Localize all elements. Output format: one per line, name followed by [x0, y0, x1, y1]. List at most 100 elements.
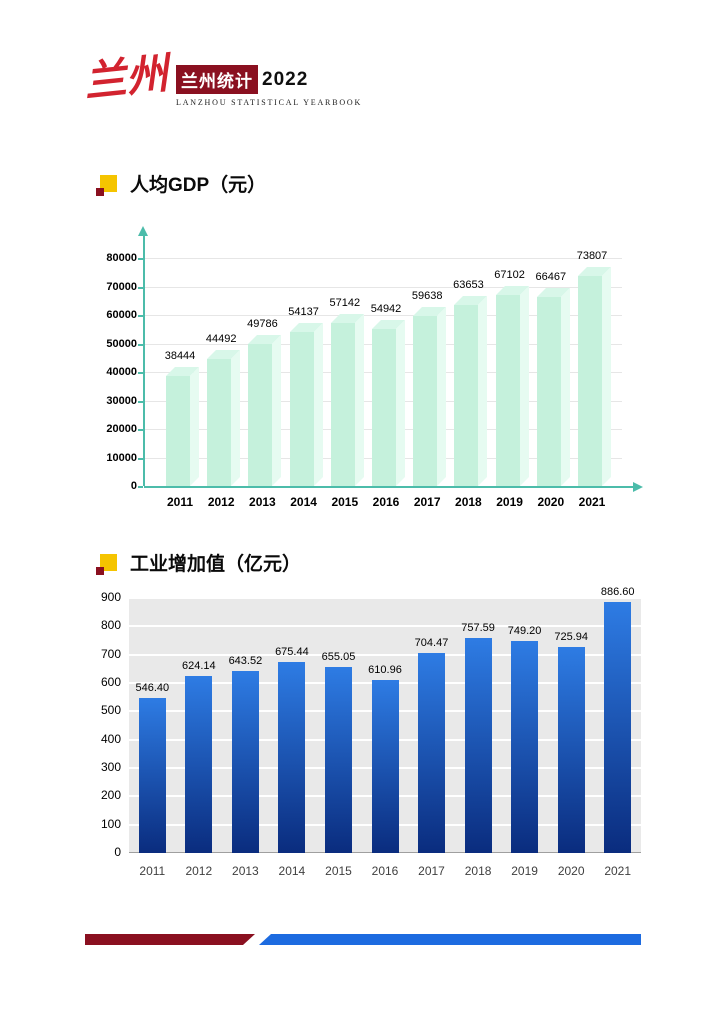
title-bullet-icon	[96, 554, 117, 575]
brand-block: 兰州统计 2022 LANZHOU STATISTICAL YEARBOOK	[176, 58, 362, 107]
x-axis-label: 2013	[249, 495, 276, 509]
y-axis-label: 800	[100, 618, 121, 633]
axis-tick	[138, 286, 143, 289]
bar-3d	[413, 307, 447, 486]
bar-side-face	[272, 335, 282, 486]
bar	[138, 698, 166, 853]
y-axis-label: 60000	[106, 309, 137, 321]
bar-value-label: 546.40	[135, 682, 170, 694]
bar-front-face	[248, 344, 273, 486]
x-axis-label: 2016	[371, 864, 399, 878]
y-axis-label: 0	[114, 845, 121, 859]
gridline	[144, 258, 622, 259]
bar-3d	[207, 350, 241, 486]
y-axis-label: 40000	[106, 366, 137, 378]
industry-title-row: 工业增加值（亿元）	[96, 549, 301, 576]
bar	[557, 647, 585, 853]
y-axis-label: 0	[130, 480, 137, 492]
x-axis-label: 2011	[166, 495, 194, 509]
bar-value-label: 59638	[411, 290, 443, 302]
bar-3d	[454, 296, 488, 486]
bar-3d	[372, 320, 405, 486]
x-axis-label: 2014	[290, 495, 317, 509]
y-axis-label: 900	[100, 590, 121, 604]
bar-front-face	[536, 297, 561, 486]
y-axis-label: 700	[100, 646, 121, 661]
bar-value-label: 675.44	[275, 646, 309, 658]
header: 兰州 兰州统计 2022 LANZHOU STATISTICAL YEARBOO…	[82, 49, 362, 107]
x-axis-label: 2018	[464, 864, 492, 878]
bar-front-face	[454, 305, 479, 486]
y-axis-label: 200	[100, 788, 121, 803]
bar-value-label: 66467	[535, 271, 567, 283]
bar-side-face	[519, 286, 529, 486]
bar-value-label: 886.60	[600, 586, 635, 598]
gridline	[129, 625, 641, 628]
axis-tick	[138, 343, 143, 346]
bar-3d	[166, 367, 199, 486]
y-axis-label: 20000	[106, 423, 137, 435]
bar-front-face	[372, 329, 396, 486]
bar-value-label: 749.20	[507, 625, 542, 637]
bar-value-label: 67102	[494, 269, 525, 281]
bar-3d	[578, 267, 611, 486]
bar-side-face	[478, 296, 488, 486]
bar	[604, 602, 632, 853]
y-axis-label: 300	[100, 760, 121, 774]
bar-value-label: 38444	[164, 350, 196, 362]
bar-value-label: 63653	[453, 279, 484, 291]
axis-tick	[138, 258, 143, 260]
bar	[231, 671, 259, 853]
x-axis-label: 2021	[578, 495, 606, 509]
bar-value-label: 757.59	[461, 622, 495, 634]
bar-value-label: 610.96	[368, 664, 402, 676]
bar-value-label: 655.05	[321, 651, 356, 663]
bar-3d	[536, 288, 570, 486]
y-axis-label: 400	[100, 731, 121, 746]
bar-side-face	[396, 320, 405, 486]
gdp-chart-title: 人均GDP（元）	[130, 175, 267, 196]
y-axis-label: 100	[100, 816, 121, 831]
industrial-added-value-bar-chart: 0 100 200 300 400 500 600 700 800 900 546.40 2011 62…	[85, 586, 665, 892]
bar-3d	[289, 323, 323, 486]
x-axis-label: 2017	[413, 495, 441, 509]
x-axis-label: 2018	[455, 495, 482, 509]
gdp-per-capita-bar-chart: 0 10000 20000 30000 40000 50000 60000 70000 8000…	[100, 226, 680, 526]
bar-value-label: 624.14	[181, 660, 216, 672]
x-axis-label: 2019	[496, 495, 523, 509]
brand-badge: 兰州统计	[176, 65, 259, 94]
logo-calligraphy: 兰州	[81, 48, 171, 107]
x-axis-label: 2011	[139, 864, 166, 878]
y-axis-arrow-icon	[138, 226, 148, 236]
x-axis-label: 2020	[557, 864, 585, 878]
x-axis-arrow-icon	[633, 482, 643, 492]
footer-divider	[85, 934, 641, 945]
bar	[511, 641, 539, 853]
bar-front-face	[166, 376, 190, 486]
bar-front-face	[330, 323, 355, 486]
gridline	[144, 315, 622, 316]
x-axis-label: 2019	[511, 864, 538, 878]
bar	[185, 676, 213, 853]
x-axis-label: 2017	[418, 864, 445, 878]
gridline	[129, 653, 641, 656]
bar-side-face	[602, 267, 611, 486]
x-axis-label: 2014	[278, 864, 306, 878]
bar	[371, 680, 399, 853]
axis-tick	[138, 457, 143, 460]
bar	[325, 667, 352, 853]
bar-value-label: 49786	[247, 318, 278, 330]
footer-blue-bar	[259, 934, 641, 945]
bar-front-face	[413, 316, 438, 486]
bar-value-label: 704.47	[414, 637, 449, 649]
axis-tick	[138, 372, 143, 374]
x-axis-label: 2013	[232, 864, 259, 878]
y-axis-label: 70000	[106, 280, 137, 293]
x-axis-label: 2020	[537, 495, 565, 509]
y-axis-label: 600	[100, 675, 121, 689]
bar-3d	[330, 314, 364, 486]
bar-value-label: 57142	[329, 297, 361, 309]
bar-value-label: 73807	[576, 250, 608, 262]
bar-side-face	[231, 350, 241, 486]
x-axis-label: 2016	[372, 495, 400, 509]
